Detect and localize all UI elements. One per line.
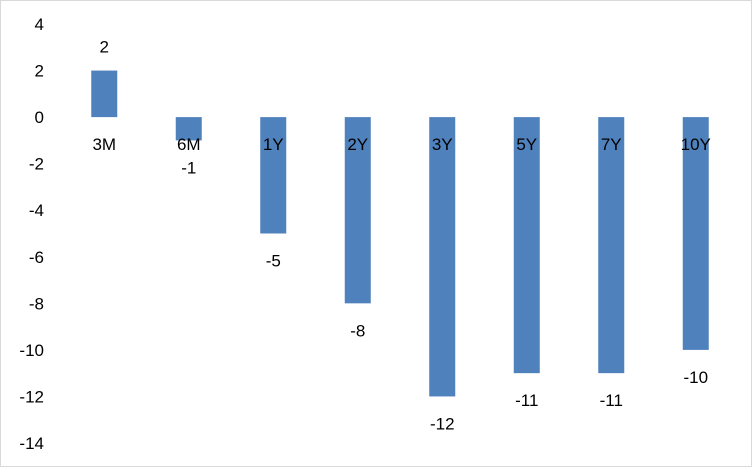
bar-3m — [91, 70, 118, 118]
data-label: -12 — [430, 414, 455, 433]
y-tick-label: -2 — [29, 155, 44, 174]
category-label: 10Y — [681, 135, 711, 154]
data-label: -1 — [181, 158, 196, 177]
bar-10y — [682, 117, 709, 350]
y-tick-label: 4 — [35, 15, 44, 34]
y-tick-label: -14 — [19, 434, 44, 453]
bar-7y — [598, 117, 625, 374]
category-label: 5Y — [516, 135, 537, 154]
y-tick-label: -12 — [19, 387, 44, 406]
category-label: 3Y — [432, 135, 453, 154]
data-label: -5 — [266, 252, 281, 271]
y-tick-label: -6 — [29, 248, 44, 267]
y-tick-label: -4 — [29, 201, 44, 220]
y-tick-label: 2 — [35, 62, 44, 81]
y-tick-label: -8 — [29, 294, 44, 313]
data-label: 2 — [100, 38, 109, 57]
data-label: -11 — [515, 391, 538, 410]
category-label: 1Y — [263, 135, 284, 154]
data-label: -10 — [683, 368, 708, 387]
data-label: -8 — [350, 321, 365, 340]
bar-6m — [175, 117, 202, 141]
bar-2y — [344, 117, 371, 304]
y-tick-label: -10 — [19, 341, 44, 360]
category-label: 7Y — [601, 135, 622, 154]
category-label: 3M — [92, 135, 116, 154]
data-label: -11 — [600, 391, 623, 410]
bar-1y — [260, 117, 287, 234]
category-label: 6M — [177, 135, 201, 154]
y-tick-label: 0 — [35, 108, 44, 127]
bar-3y — [429, 117, 456, 397]
category-label: 2Y — [347, 135, 368, 154]
bar-5y — [513, 117, 540, 374]
